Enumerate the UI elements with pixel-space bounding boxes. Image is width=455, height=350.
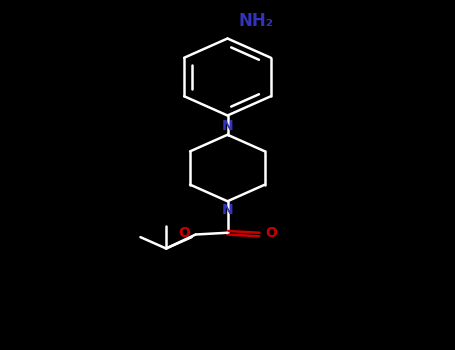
- Text: N: N: [222, 203, 233, 217]
- Text: N: N: [222, 119, 233, 133]
- Text: O: O: [265, 226, 277, 240]
- Text: O: O: [178, 226, 190, 240]
- Text: NH₂: NH₂: [239, 12, 274, 30]
